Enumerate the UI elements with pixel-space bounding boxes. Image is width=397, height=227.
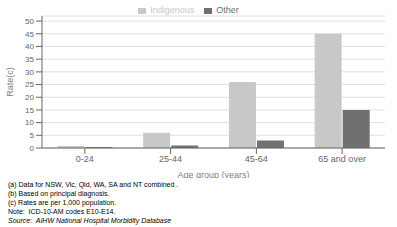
svg-text:Rate(c): Rate(c) bbox=[8, 67, 15, 97]
html-text:Indigenous: Indigenous bbox=[150, 5, 195, 15]
svg-text:5: 5 bbox=[30, 131, 35, 140]
svg-text:45: 45 bbox=[25, 30, 34, 39]
svg-text:25-44: 25-44 bbox=[159, 154, 182, 164]
html-text:Other: Other bbox=[216, 5, 239, 15]
svg-text:Age group (years): Age group (years) bbox=[177, 170, 249, 178]
svg-text:50: 50 bbox=[25, 17, 34, 26]
svg-text:10: 10 bbox=[25, 118, 34, 127]
html-text:(c) Rates are per 1,000 popula: (c) Rates are per 1,000 population. bbox=[8, 199, 117, 206]
svg-text:0-24: 0-24 bbox=[76, 154, 94, 164]
html-text:Source: AIHW National Hospital: Source: AIHW National Hospital Morbidity… bbox=[8, 217, 172, 224]
svg-text:0: 0 bbox=[30, 144, 35, 153]
svg-text:20: 20 bbox=[25, 93, 34, 102]
svg-text:40: 40 bbox=[25, 42, 34, 51]
svg-text:35: 35 bbox=[25, 55, 34, 64]
svg-text:65 and over: 65 and over bbox=[318, 154, 366, 164]
svg-text:25: 25 bbox=[25, 80, 34, 89]
html-text:(a) Data for NSW, Vic, Qld, WA: (a) Data for NSW, Vic, Qld, WA, SA and N… bbox=[8, 181, 179, 188]
html-text:(b) Based on principal diagnos: (b) Based on principal diagnosis. bbox=[8, 190, 110, 197]
svg-text:45-64: 45-64 bbox=[245, 154, 268, 164]
svg-text:15: 15 bbox=[25, 106, 34, 115]
svg-text:30: 30 bbox=[25, 68, 34, 77]
html-text:Note: ICD-10-AM codes E10-E14.: Note: ICD-10-AM codes E10-E14. bbox=[8, 208, 116, 215]
